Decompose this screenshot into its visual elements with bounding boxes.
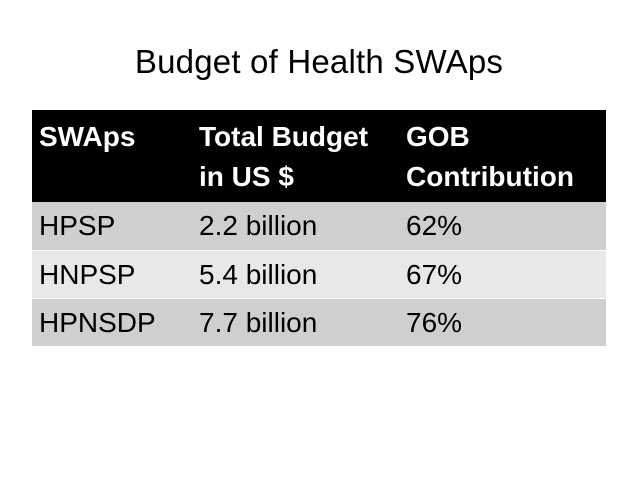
cell-total-budget: 2.2 billion xyxy=(199,210,318,241)
header-total-budget-line-1: Total Budget xyxy=(199,121,369,152)
cell-total-budget: 5.4 billion xyxy=(199,258,318,290)
budget-table: SWAps Total Budget in US $ GOB Contribut… xyxy=(32,110,606,347)
header-gob-contribution: GOB Contribution xyxy=(399,110,606,202)
table-body: HPSP 2.2 billion 62% HNPSP 5.4 billion 6… xyxy=(32,202,606,346)
cell-total-budget: 7.7 billion xyxy=(199,306,318,338)
cell-gob-contribution: 76% xyxy=(406,306,463,338)
header-gob-contribution-line-2: Contribution xyxy=(406,161,574,192)
header-swaps: SWAps xyxy=(32,110,192,202)
header-total-budget-line-2: in US $ xyxy=(199,161,294,192)
slide-title: Budget of Health SWAps xyxy=(134,43,504,80)
cell-swap-name: HPNSDP xyxy=(39,306,156,338)
table-row: HPNSDP 7.7 billion 76% xyxy=(32,298,606,346)
table-row: HNPSP 5.4 billion 67% xyxy=(32,250,606,298)
header-swaps-label: SWAps xyxy=(39,121,136,152)
header-gob-contribution-line-1: GOB xyxy=(406,121,470,152)
cell-swap-name: HPSP xyxy=(39,210,116,241)
cell-gob-contribution: 62% xyxy=(406,210,463,241)
table-row: HPSP 2.2 billion 62% xyxy=(32,202,606,250)
table-header: SWAps Total Budget in US $ GOB Contribut… xyxy=(32,110,606,202)
cell-gob-contribution: 67% xyxy=(406,258,463,290)
cell-swap-name: HNPSP xyxy=(39,258,136,290)
header-total-budget: Total Budget in US $ xyxy=(192,110,399,202)
header-row: SWAps Total Budget in US $ GOB Contribut… xyxy=(32,110,606,202)
